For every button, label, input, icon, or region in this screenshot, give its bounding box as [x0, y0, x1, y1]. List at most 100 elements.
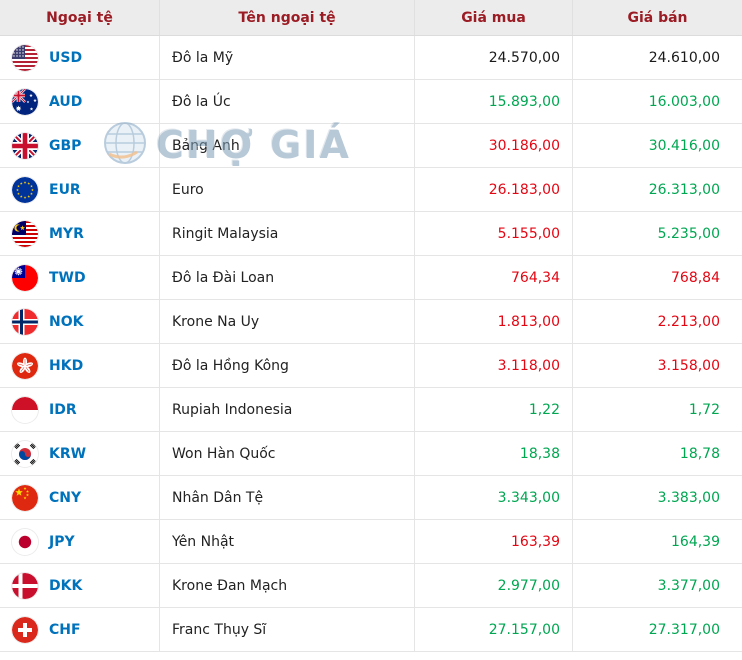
- currency-name: Đô la Đài Loan: [160, 256, 415, 299]
- buy-price: 764,34: [415, 256, 573, 299]
- buy-price: 27.157,00: [415, 608, 573, 651]
- table-row: CHF Franc Thụy Sĩ 27.157,00 27.317,00: [0, 608, 742, 652]
- currency-cell: HKD: [0, 344, 160, 387]
- header-currency-code: Ngoại tệ: [0, 0, 160, 35]
- currency-code-link[interactable]: JPY: [49, 533, 75, 550]
- currency-code-link[interactable]: MYR: [49, 225, 84, 242]
- currency-name: Won Hàn Quốc: [160, 432, 415, 475]
- currency-cell: GBP: [0, 124, 160, 167]
- buy-price: 163,39: [415, 520, 573, 563]
- currency-cell: MYR: [0, 212, 160, 255]
- currency-code-link[interactable]: EUR: [49, 181, 81, 198]
- currency-name: Yên Nhật: [160, 520, 415, 563]
- currency-cell: TWD: [0, 256, 160, 299]
- table-row: USD Đô la Mỹ 24.570,00 24.610,00: [0, 36, 742, 80]
- table-row: MYR Ringit Malaysia 5.155,00 5.235,00: [0, 212, 742, 256]
- header-buy-price: Giá mua: [415, 0, 573, 35]
- flag-taiwan-icon: [12, 264, 38, 291]
- sell-price: 2.213,00: [657, 313, 720, 330]
- buy-price: 15.893,00: [415, 80, 573, 123]
- currency-code-link[interactable]: CNY: [49, 489, 82, 506]
- buy-price: 2.977,00: [415, 564, 573, 607]
- table-row: EUR Euro 26.183,00 26.313,00: [0, 168, 742, 212]
- buy-price: 24.570,00: [415, 36, 573, 79]
- buy-price: 5.155,00: [415, 212, 573, 255]
- table-row: DKK Krone Đan Mạch 2.977,00 3.377,00: [0, 564, 742, 608]
- buy-price: 3.343,00: [415, 476, 573, 519]
- buy-price: 1.813,00: [415, 300, 573, 343]
- flag-china-icon: [12, 484, 38, 511]
- buy-price: 26.183,00: [415, 168, 573, 211]
- sell-price: 24.610,00: [648, 49, 720, 66]
- sell-price: 3.377,00: [657, 577, 720, 594]
- sell-price: 768,84: [671, 269, 720, 286]
- flag-south-korea-icon: [12, 440, 38, 467]
- flag-norway-icon: [12, 308, 38, 335]
- sell-price: 5.235,00: [657, 225, 720, 242]
- currency-cell: AUD: [0, 80, 160, 123]
- currency-cell: NOK: [0, 300, 160, 343]
- sell-price: 3.158,00: [657, 357, 720, 374]
- buy-price: 3.118,00: [415, 344, 573, 387]
- currency-cell: USD: [0, 36, 160, 79]
- currency-name: Đô la Úc: [160, 80, 415, 123]
- table-row: HKD Đô la Hồng Kông 3.118,00 3.158,00: [0, 344, 742, 388]
- currency-code-link[interactable]: KRW: [49, 445, 87, 462]
- flag-hong-kong-icon: [12, 352, 38, 379]
- currency-name: Euro: [160, 168, 415, 211]
- table-body: USD Đô la Mỹ 24.570,00 24.610,00 AUD Đô la Úc…: [0, 36, 742, 652]
- flag-denmark-icon: [12, 572, 38, 599]
- currency-cell: CHF: [0, 608, 160, 651]
- table-row: NOK Krone Na Uy 1.813,00 2.213,00: [0, 300, 742, 344]
- table-row: AUD Đô la Úc 15.893,00 16.003,00: [0, 80, 742, 124]
- table-row: JPY Yên Nhật 163,39 164,39: [0, 520, 742, 564]
- header-currency-name: Tên ngoại tệ: [160, 0, 415, 35]
- flag-switzerland-icon: [12, 616, 38, 643]
- currency-name: Nhân Dân Tệ: [160, 476, 415, 519]
- table-row: TWD Đô la Đài Loan 764,34 768,84: [0, 256, 742, 300]
- currency-name: Krone Na Uy: [160, 300, 415, 343]
- currency-name: Rupiah Indonesia: [160, 388, 415, 431]
- currency-name: Franc Thụy Sĩ: [160, 608, 415, 651]
- table-row: IDR Rupiah Indonesia 1,22 1,72: [0, 388, 742, 432]
- sell-price: 26.313,00: [648, 181, 720, 198]
- currency-code-link[interactable]: IDR: [49, 401, 77, 418]
- currency-code-link[interactable]: HKD: [49, 357, 84, 374]
- currency-code-link[interactable]: USD: [49, 49, 83, 66]
- currency-cell: EUR: [0, 168, 160, 211]
- currency-code-link[interactable]: DKK: [49, 577, 83, 594]
- sell-price: 3.383,00: [657, 489, 720, 506]
- currency-name: Ringit Malaysia: [160, 212, 415, 255]
- currency-code-link[interactable]: CHF: [49, 621, 81, 638]
- header-sell-price: Giá bán: [627, 9, 688, 26]
- sell-price: 164,39: [671, 533, 720, 550]
- sell-price: 30.416,00: [648, 137, 720, 154]
- currency-cell: CNY: [0, 476, 160, 519]
- flag-australia-icon: [12, 88, 38, 115]
- flag-indonesia-icon: [12, 396, 38, 423]
- flag-japan-icon: [12, 528, 38, 555]
- buy-price: 1,22: [415, 388, 573, 431]
- sell-price: 18,78: [679, 445, 720, 462]
- currency-cell: KRW: [0, 432, 160, 475]
- currency-name: Đô la Hồng Kông: [160, 344, 415, 387]
- currency-code-link[interactable]: GBP: [49, 137, 82, 154]
- currency-cell: DKK: [0, 564, 160, 607]
- flag-united-kingdom-icon: [12, 132, 38, 159]
- sell-price: 16.003,00: [648, 93, 720, 110]
- buy-price: 18,38: [415, 432, 573, 475]
- table-row: CNY Nhân Dân Tệ 3.343,00 3.383,00: [0, 476, 742, 520]
- currency-name: Bảng Anh: [160, 124, 415, 167]
- flag-european-union-icon: [12, 176, 38, 203]
- table-row: GBP Bảng Anh 30.186,00 30.416,00: [0, 124, 742, 168]
- currency-code-link[interactable]: TWD: [49, 269, 86, 286]
- currency-cell: JPY: [0, 520, 160, 563]
- sell-price: 27.317,00: [648, 621, 720, 638]
- currency-code-link[interactable]: NOK: [49, 313, 84, 330]
- currency-code-link[interactable]: AUD: [49, 93, 83, 110]
- currency-cell: IDR: [0, 388, 160, 431]
- flag-malaysia-icon: [12, 220, 38, 247]
- table-row: KRW Won Hàn Quốc 18,38 18,78: [0, 432, 742, 476]
